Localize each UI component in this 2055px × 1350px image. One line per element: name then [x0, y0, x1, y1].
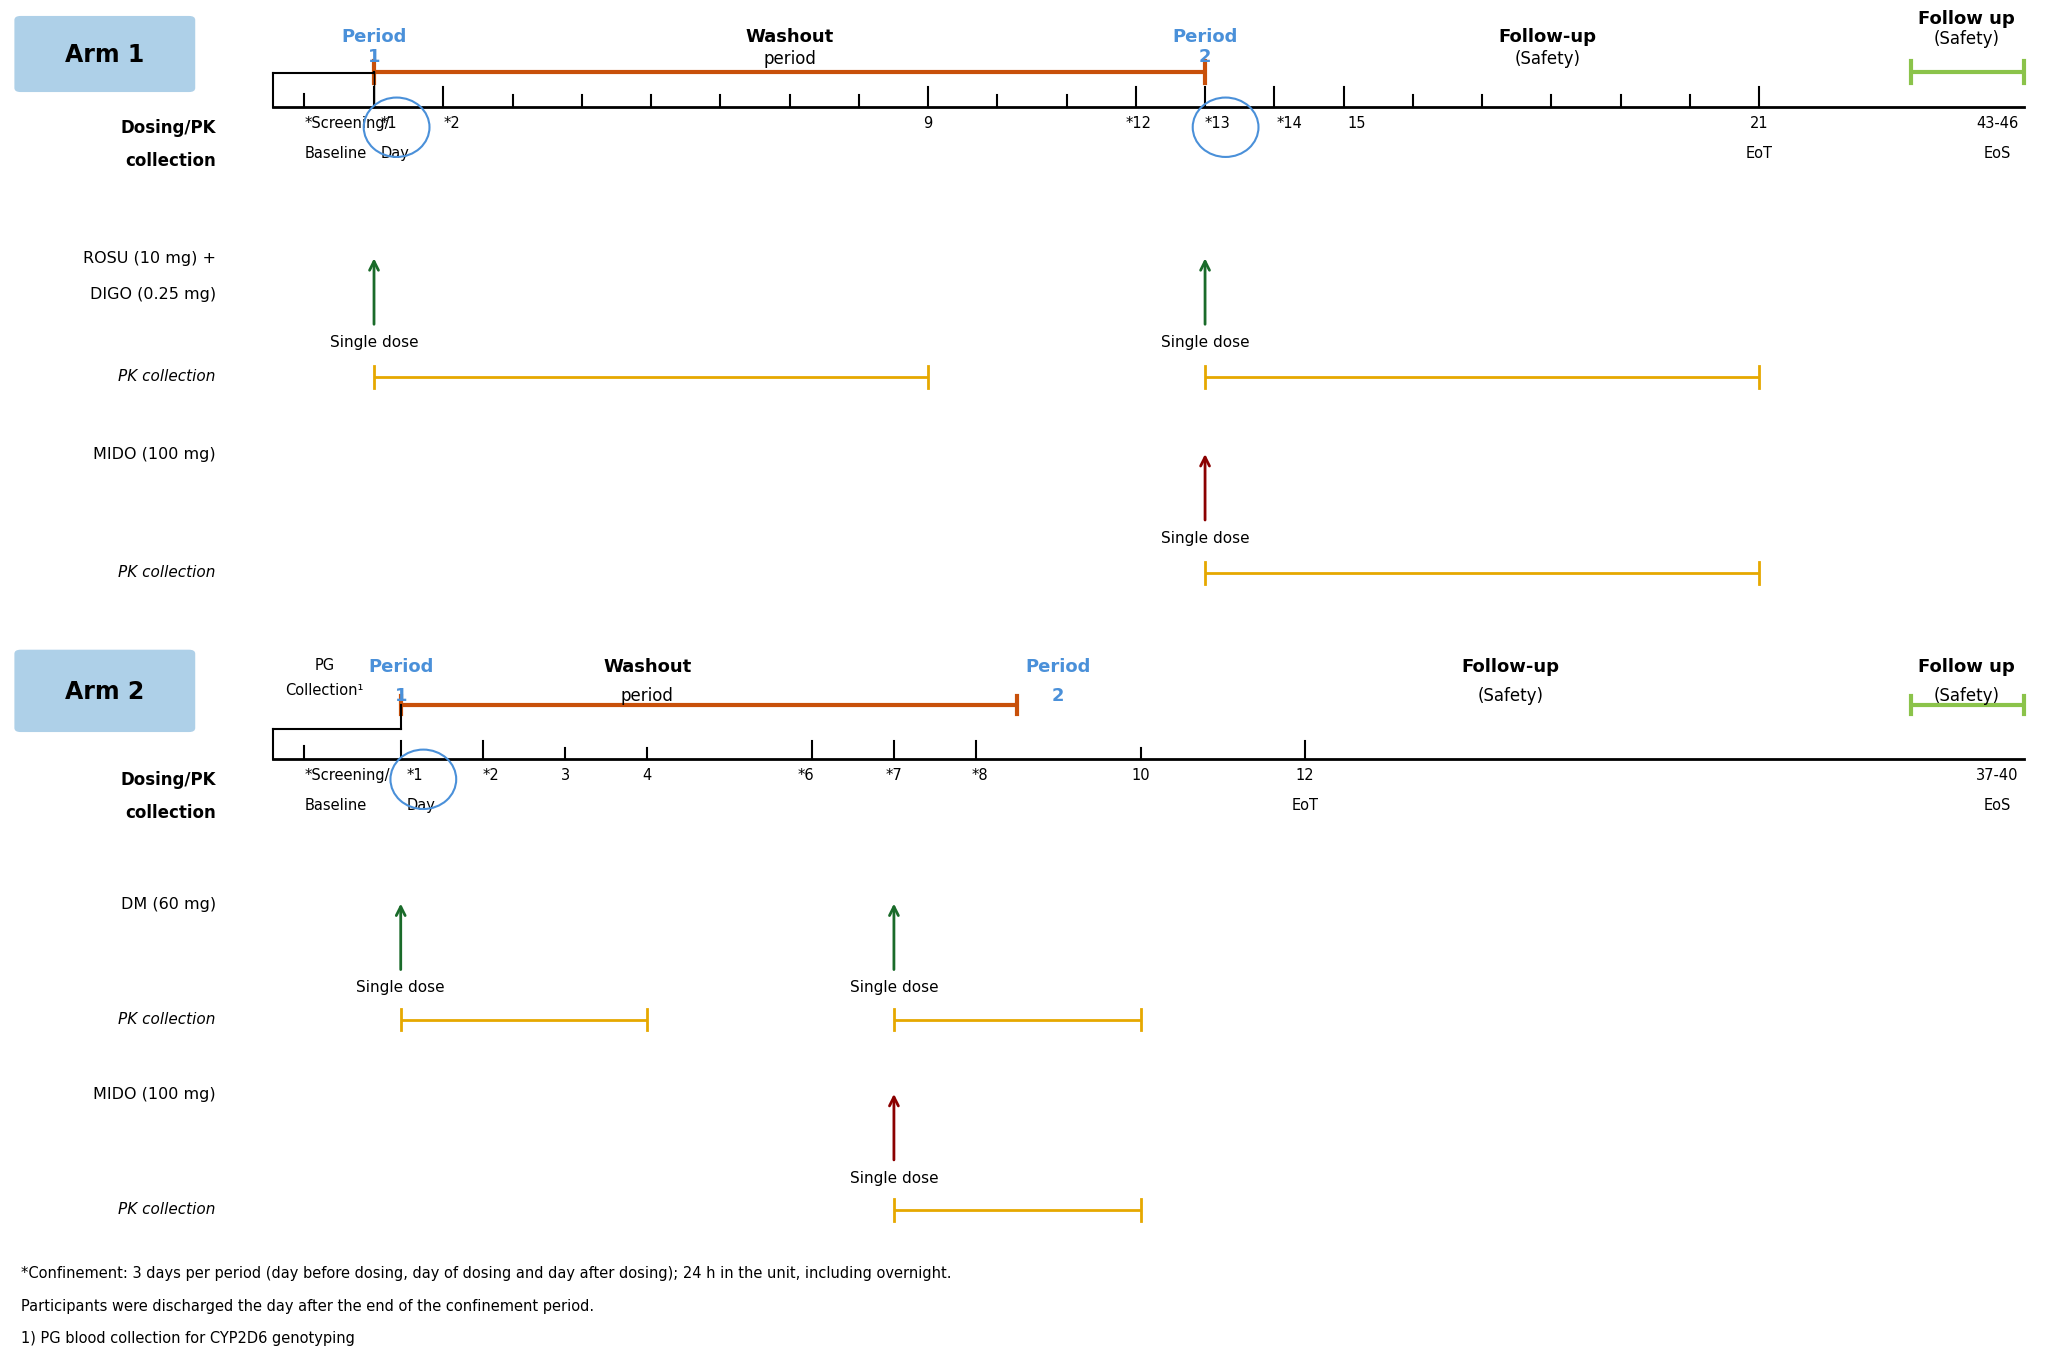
Text: Baseline: Baseline	[304, 146, 366, 161]
Text: *12: *12	[1126, 116, 1151, 131]
Text: *13: *13	[1204, 116, 1231, 131]
Text: (Safety): (Safety)	[1515, 50, 1580, 68]
Text: 9: 9	[923, 116, 933, 131]
Text: *1: *1	[407, 768, 423, 783]
Text: Single dose: Single dose	[356, 980, 446, 995]
Text: Day: Day	[380, 146, 409, 161]
Text: EoS: EoS	[1983, 798, 2012, 813]
Text: DM (60 mg): DM (60 mg)	[121, 896, 216, 911]
Text: DIGO (0.25 mg): DIGO (0.25 mg)	[90, 286, 216, 301]
Text: Single dose: Single dose	[849, 1170, 939, 1185]
Text: 2: 2	[1198, 49, 1210, 66]
Text: Arm 1: Arm 1	[66, 43, 144, 68]
Text: Period: Period	[368, 657, 434, 676]
Text: *1: *1	[380, 116, 397, 131]
Text: Day: Day	[407, 798, 436, 813]
Text: collection: collection	[125, 803, 216, 822]
Text: 1) PG blood collection for CYP2D6 genotyping: 1) PG blood collection for CYP2D6 genoty…	[21, 1331, 353, 1346]
FancyBboxPatch shape	[14, 16, 195, 92]
Text: *7: *7	[886, 768, 902, 783]
Text: PK collection: PK collection	[119, 370, 216, 385]
FancyBboxPatch shape	[14, 649, 195, 732]
Text: 43-46: 43-46	[1977, 116, 2018, 131]
Text: *Screening/: *Screening/	[304, 768, 390, 783]
Text: PG: PG	[314, 657, 335, 672]
Text: (Safety): (Safety)	[1934, 687, 2000, 706]
Text: MIDO (100 mg): MIDO (100 mg)	[92, 1087, 216, 1102]
Text: Follow-up: Follow-up	[1498, 28, 1597, 46]
Text: (Safety): (Safety)	[1934, 30, 2000, 49]
Text: EoT: EoT	[1745, 146, 1773, 161]
Text: Washout: Washout	[604, 657, 690, 676]
Text: Single dose: Single dose	[849, 980, 939, 995]
Text: Dosing/PK: Dosing/PK	[121, 771, 216, 790]
Text: 4: 4	[643, 768, 651, 783]
Text: *Confinement: 3 days per period (day before dosing, day of dosing and day after : *Confinement: 3 days per period (day bef…	[21, 1266, 951, 1281]
Text: ROSU (10 mg) +: ROSU (10 mg) +	[82, 251, 216, 266]
Text: 21: 21	[1749, 116, 1769, 131]
Text: Baseline: Baseline	[304, 798, 366, 813]
Text: Participants were discharged the day after the end of the confinement period.: Participants were discharged the day aft…	[21, 1299, 594, 1314]
Text: *8: *8	[972, 768, 988, 783]
Text: Single dose: Single dose	[1161, 531, 1249, 545]
Text: Single dose: Single dose	[1161, 335, 1249, 350]
Text: 12: 12	[1295, 768, 1315, 783]
Text: PK collection: PK collection	[119, 1012, 216, 1027]
Text: 1: 1	[368, 49, 380, 66]
Text: 3: 3	[561, 768, 569, 783]
Text: 37-40: 37-40	[1977, 768, 2018, 783]
Text: *14: *14	[1276, 116, 1303, 131]
Text: *2: *2	[444, 116, 460, 131]
Text: EoT: EoT	[1291, 798, 1319, 813]
Text: MIDO (100 mg): MIDO (100 mg)	[92, 447, 216, 462]
Text: period: period	[621, 687, 674, 706]
Text: Follow up: Follow up	[1917, 657, 2016, 676]
Text: Period: Period	[341, 28, 407, 46]
Text: *2: *2	[483, 768, 499, 783]
Text: collection: collection	[125, 151, 216, 170]
Text: 1: 1	[395, 687, 407, 706]
Text: Follow-up: Follow-up	[1461, 657, 1560, 676]
Text: PK collection: PK collection	[119, 566, 216, 580]
Text: *Screening/: *Screening/	[304, 116, 390, 131]
Text: 15: 15	[1348, 116, 1367, 131]
Text: Period: Period	[1025, 657, 1091, 676]
Text: Washout: Washout	[746, 28, 834, 46]
Text: Arm 2: Arm 2	[66, 679, 144, 703]
Text: Dosing/PK: Dosing/PK	[121, 119, 216, 138]
Text: EoS: EoS	[1983, 146, 2012, 161]
Text: PK collection: PK collection	[119, 1203, 216, 1218]
Text: Period: Period	[1171, 28, 1237, 46]
Text: *6: *6	[797, 768, 814, 783]
Text: period: period	[762, 50, 816, 68]
Text: 10: 10	[1130, 768, 1151, 783]
Text: 2: 2	[1052, 687, 1064, 706]
Text: Single dose: Single dose	[329, 335, 419, 350]
Text: Follow up: Follow up	[1917, 9, 2016, 28]
Text: Collection¹: Collection¹	[286, 683, 364, 698]
Text: (Safety): (Safety)	[1478, 687, 1543, 706]
